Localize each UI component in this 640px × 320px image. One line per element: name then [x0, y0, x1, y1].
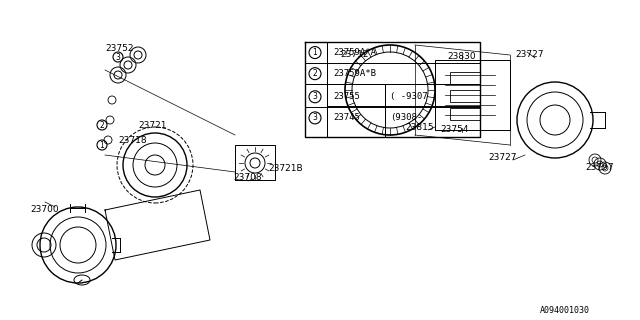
Text: 23752: 23752 [106, 44, 134, 53]
Text: ( -9307: ( -9307 [390, 92, 428, 101]
Text: 2: 2 [312, 69, 317, 78]
Text: 3: 3 [312, 92, 317, 101]
Text: 3: 3 [116, 52, 120, 61]
Text: A094001030: A094001030 [540, 306, 590, 315]
Text: 23745: 23745 [333, 113, 360, 122]
Text: 1: 1 [312, 48, 317, 57]
Text: 23759A*B: 23759A*B [333, 69, 376, 78]
Text: 23727: 23727 [489, 153, 517, 162]
Text: 23721B: 23721B [268, 164, 303, 172]
Text: 1: 1 [100, 140, 104, 149]
Bar [450, 90, 480, 102]
Text: 23815: 23815 [406, 123, 435, 132]
Text: 23755: 23755 [333, 92, 360, 101]
Text: 23700: 23700 [30, 205, 59, 214]
Text: 23830: 23830 [448, 52, 476, 61]
Text: 23754: 23754 [441, 125, 469, 134]
Bar [450, 108, 480, 120]
Text: 23797: 23797 [586, 163, 614, 172]
Text: 2: 2 [100, 121, 104, 130]
Text: 23727: 23727 [516, 50, 544, 59]
Text: 23712: 23712 [340, 50, 369, 59]
Text: 23759A*A: 23759A*A [333, 48, 376, 57]
Text: (9308-: (9308- [390, 113, 422, 122]
Text: 23718: 23718 [118, 135, 147, 145]
Text: 23721: 23721 [138, 121, 166, 130]
Text: 3: 3 [312, 113, 317, 122]
Bar [450, 72, 480, 84]
Text: 23708: 23708 [234, 173, 262, 182]
